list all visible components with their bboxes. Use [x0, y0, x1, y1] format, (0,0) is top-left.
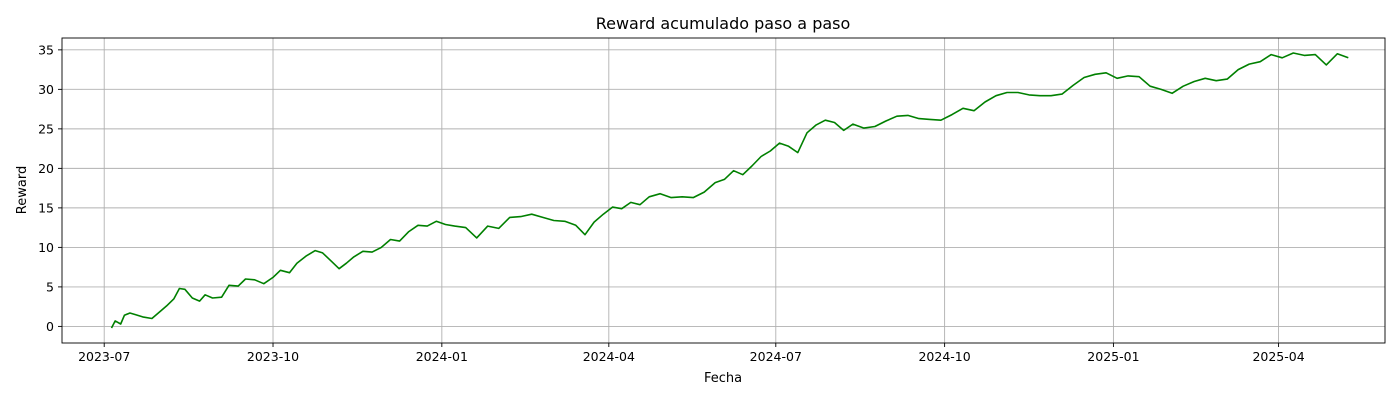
- x-axis-label: Fecha: [704, 371, 742, 386]
- y-tick-label: 25: [38, 121, 54, 136]
- x-tick-label: 2024-10: [918, 349, 970, 364]
- x-axis: 2023-07 2023-10 2024-01 2024-04 2024-07 2024-…: [78, 343, 1305, 364]
- y-axis: 0 5 10 15 20 25 30 35: [38, 42, 62, 334]
- y-axis-label: Reward: [15, 166, 30, 214]
- x-tick-label: 2024-01: [416, 349, 468, 364]
- x-tick-label: 2023-07: [78, 349, 130, 364]
- plot-area-frame: [61, 37, 1386, 344]
- y-tick-label: 10: [38, 240, 54, 255]
- series-line: [110, 52, 1349, 329]
- grid: [62, 38, 1385, 343]
- x-tick-label: 2024-07: [750, 349, 802, 364]
- y-tick-label: 15: [38, 200, 54, 215]
- chart-title: Reward acumulado paso a paso: [596, 14, 851, 33]
- x-tick-label: 2024-04: [583, 349, 635, 364]
- y-tick-label: 30: [38, 82, 54, 97]
- x-tick-label: 2023-10: [247, 349, 299, 364]
- y-tick-label: 5: [46, 279, 54, 294]
- y-tick-label: 0: [46, 319, 54, 334]
- x-tick-label: 2025-01: [1087, 349, 1139, 364]
- y-tick-label: 20: [38, 161, 54, 176]
- x-tick-label: 2025-04: [1252, 349, 1304, 364]
- y-tick-label: 35: [38, 42, 54, 57]
